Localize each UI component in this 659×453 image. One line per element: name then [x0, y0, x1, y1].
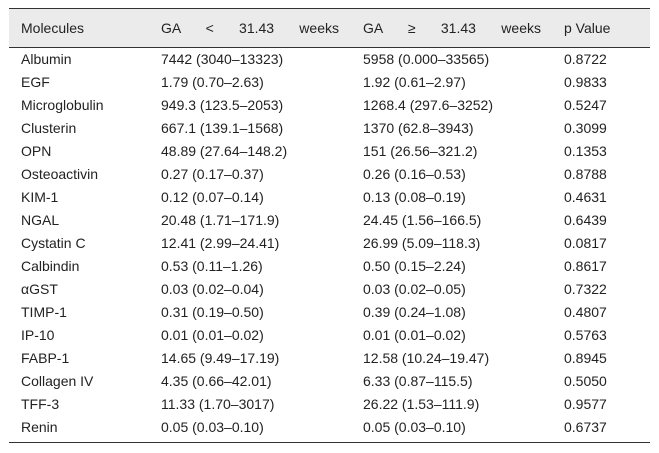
- table-row: FABP-1 14.65 (9.49–17.19) 12.58 (10.24–19.…: [9, 347, 650, 370]
- table-cell: Microglobulin: [21, 97, 104, 113]
- table-cell: Cystatin C: [21, 235, 86, 251]
- table-cell: 0.8617: [564, 258, 607, 274]
- header-cell: GA < 31.43 weeks: [161, 20, 339, 36]
- table-cell: 1370 (62.8–3943): [363, 120, 474, 136]
- table-cell: 0.01 (0.01–0.02): [161, 327, 264, 343]
- table-cell: TIMP-1: [21, 304, 67, 320]
- table-cell: 0.53 (0.11–1.26): [161, 258, 263, 274]
- table-cell: 667.1 (139.1–1568): [161, 120, 284, 136]
- table-cell: NGAL: [21, 212, 60, 228]
- table-cell: 0.31 (0.19–0.50): [161, 304, 264, 320]
- table-row: Microglobulin 949.3 (123.5–2053) 1268.4 (2…: [9, 94, 650, 117]
- table-cell: 1.79 (0.70–2.63): [161, 74, 264, 90]
- table-cell: 7442 (3040–13323): [161, 51, 284, 67]
- table-cell: 0.05 (0.03–0.10): [161, 419, 264, 435]
- table-cell: 1268.4 (297.6–3252): [363, 97, 493, 113]
- table-cell: Collagen IV: [21, 373, 94, 389]
- table-cell: 151 (26.56–321.2): [363, 143, 478, 159]
- table: Molecules GA < 31.43 weeks GA ≥ 31.43 we…: [9, 8, 650, 443]
- table-cell: 0.5763: [564, 327, 607, 343]
- table-row: TIMP-1 0.31 (0.19–0.50) 0.39 (0.24–1.08) 0.…: [9, 301, 650, 324]
- table-row: Albumin 7442 (3040–13323) 5958 (0.000–3356…: [9, 48, 650, 71]
- table-cell: 0.3099: [564, 120, 607, 136]
- table-cell: 0.6439: [564, 212, 607, 228]
- table-cell: Osteoactivin: [21, 166, 99, 182]
- table-cell: 24.45 (1.56–166.5): [363, 212, 482, 228]
- table-cell: 0.50 (0.15–2.24): [363, 258, 466, 274]
- table-row: OPN 48.89 (27.64–148.2) 151 (26.56–321.2) 0…: [9, 140, 650, 163]
- header-cell: GA ≥ 31.43 weeks: [363, 20, 541, 36]
- table-cell: 1.92 (0.61–2.97): [363, 74, 466, 90]
- table-cell: 0.8945: [564, 350, 607, 366]
- table-cell: 0.9833: [564, 74, 607, 90]
- table-cell: 0.5247: [564, 97, 607, 113]
- table-row: Osteoactivin 0.27 (0.17–0.37) 0.26 (0.16–0…: [9, 163, 650, 186]
- table-row: NGAL 20.48 (1.71–171.9) 24.45 (1.56–166.5)…: [9, 209, 650, 232]
- table-row: Cystatin C 12.41 (2.99–24.41) 26.99 (5.09–…: [9, 232, 650, 255]
- header-cell: p Value: [564, 20, 611, 36]
- table-cell: 0.39 (0.24–1.08): [363, 304, 466, 320]
- table-cell: Renin: [21, 419, 58, 435]
- table-row: KIM-1 0.12 (0.07–0.14) 0.13 (0.08–0.19) 0.4…: [9, 186, 650, 209]
- table-cell: 0.01 (0.01–0.02): [363, 327, 466, 343]
- table-cell: 0.27 (0.17–0.37): [161, 166, 264, 182]
- table-cell: KIM-1: [21, 189, 59, 205]
- table-cell: 12.41 (2.99–24.41): [161, 235, 280, 251]
- table-row: IP-10 0.01 (0.01–0.02) 0.01 (0.01–0.02) 0.5…: [9, 324, 650, 347]
- table-cell: 4.35 (0.66–42.01): [161, 373, 272, 389]
- table-cell: 12.58 (10.24–19.47): [363, 350, 490, 366]
- table-row: TFF-3 11.33 (1.70–3017) 26.22 (1.53–111.9)…: [9, 393, 650, 416]
- table-cell: 0.03 (0.02–0.04): [161, 281, 264, 297]
- table-cell: 26.99 (5.09–118.3): [363, 235, 481, 251]
- table-cell: 0.6737: [564, 419, 607, 435]
- table-cell: 949.3 (123.5–2053): [161, 97, 284, 113]
- table-cell: 14.65 (9.49–17.19): [161, 350, 280, 366]
- table-cell: 0.8788: [564, 166, 607, 182]
- table-cell: 0.5050: [564, 373, 607, 389]
- table-cell: 0.4631: [564, 189, 607, 205]
- header-cell: Molecules: [21, 20, 85, 36]
- table-cell: EGF: [21, 74, 50, 90]
- table-cell: 6.33 (0.87–115.5): [363, 373, 473, 389]
- table-cell: 20.48 (1.71–171.9): [161, 212, 280, 228]
- table-cell: 0.9577: [564, 396, 607, 412]
- table-cell: TFF-3: [21, 396, 60, 412]
- table-cell: 0.03 (0.02–0.05): [363, 281, 466, 297]
- table-cell: 0.1353: [564, 143, 607, 159]
- table-row: Collagen IV 4.35 (0.66–42.01) 6.33 (0.87–1…: [9, 370, 650, 393]
- table-cell: IP-10: [21, 327, 55, 343]
- table-cell: 0.4807: [564, 304, 607, 320]
- table-row: Renin 0.05 (0.03–0.10) 0.05 (0.03–0.10) 0.6…: [9, 416, 650, 439]
- table-cell: 0.8722: [564, 51, 607, 67]
- table-cell: FABP-1: [21, 350, 70, 366]
- table-row: EGF 1.79 (0.70–2.63) 1.92 (0.61–2.97) 0.983…: [9, 71, 650, 94]
- table-row: Clusterin 667.1 (139.1–1568) 1370 (62.8–39…: [9, 117, 650, 140]
- table-cell: 0.12 (0.07–0.14): [161, 189, 264, 205]
- table-cell: 0.13 (0.08–0.19): [363, 189, 466, 205]
- table-cell: Calbindin: [21, 258, 80, 274]
- table-cell: 0.7322: [564, 281, 607, 297]
- table-cell: 0.0817: [564, 235, 607, 251]
- table-cell: 11.33 (1.70–3017): [161, 396, 275, 412]
- table-cell: αGST: [21, 281, 58, 297]
- table-cell: 0.26 (0.16–0.53): [363, 166, 466, 182]
- table-cell: 0.05 (0.03–0.10): [363, 419, 466, 435]
- header-row: Molecules GA < 31.43 weeks GA ≥ 31.43 we…: [9, 9, 650, 48]
- table-row: Calbindin 0.53 (0.11–1.26) 0.50 (0.15–2.24…: [9, 255, 650, 278]
- table-cell: 26.22 (1.53–111.9): [363, 396, 480, 412]
- table-cell: OPN: [21, 143, 52, 159]
- table-cell: 5958 (0.000–33565): [363, 51, 490, 67]
- table-cell: 48.89 (27.64–148.2): [161, 143, 288, 159]
- table-row: αGST 0.03 (0.02–0.04) 0.03 (0.02–0.05) 0.73…: [9, 278, 650, 301]
- table-cell: Clusterin: [21, 120, 77, 136]
- table-cell: Albumin: [21, 51, 72, 67]
